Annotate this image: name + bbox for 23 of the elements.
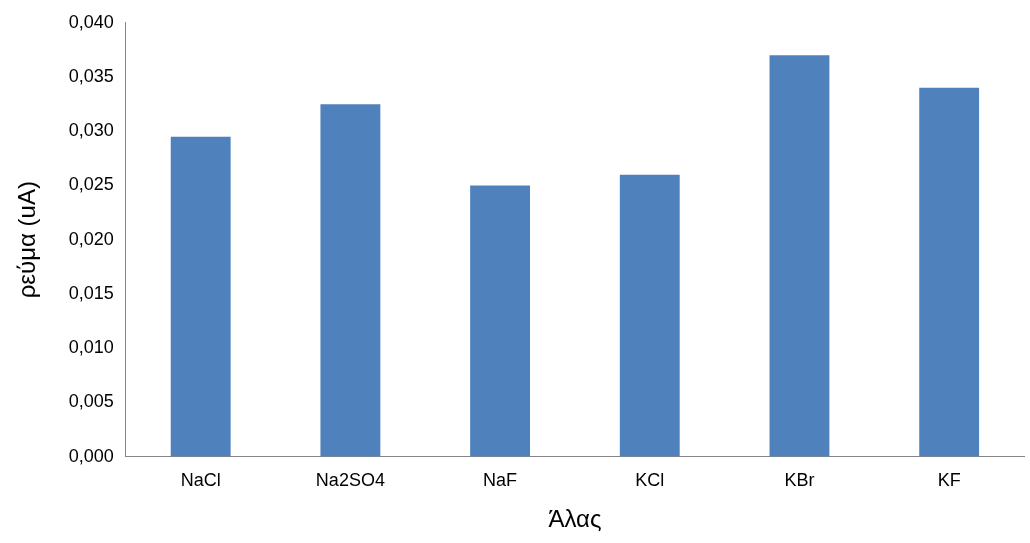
y-tick-label: 0,020 (68, 228, 114, 249)
x-tick-label: NaF (483, 470, 518, 491)
y-tick-label: 0,010 (68, 337, 114, 358)
x-tick-label: KCl (635, 470, 665, 491)
y-tick-label: 0,000 (68, 445, 114, 466)
bar (769, 55, 830, 457)
y-tick-label: 0,040 (68, 11, 114, 32)
bar (470, 185, 531, 457)
bar (619, 174, 680, 457)
bar (170, 136, 231, 457)
bar (320, 104, 381, 457)
x-tick-label: KF (937, 470, 961, 491)
y-tick-label: 0,015 (68, 282, 114, 303)
x-tick-label: NaCl (180, 470, 221, 491)
y-tick-label: 0,025 (68, 174, 114, 195)
bar (919, 87, 980, 457)
x-tick-label: Na2SO4 (315, 470, 385, 491)
y-axis-title: ρεύμα (uA) (13, 181, 41, 299)
x-tick-label: KBr (784, 470, 815, 491)
y-tick-label: 0,005 (68, 391, 114, 412)
y-tick-label: 0,035 (68, 65, 114, 86)
x-axis-title: Άλας (548, 505, 602, 533)
y-tick-label: 0,030 (68, 120, 114, 141)
